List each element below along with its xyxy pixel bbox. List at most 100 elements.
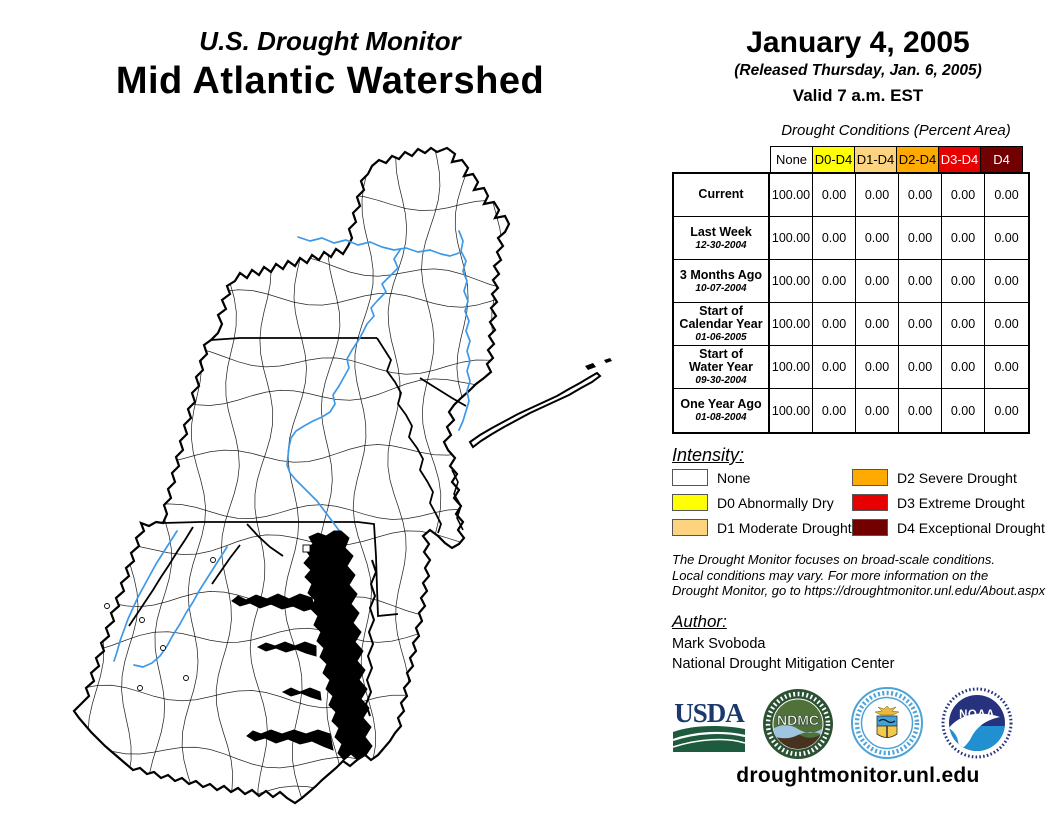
table-cell: 0.00 [942,346,985,389]
table-cell: 0.00 [813,174,856,217]
none-swatch [672,469,708,486]
chesapeake-bay [231,469,464,761]
ndmc-wordmark: NDMC [777,712,819,728]
table-cell: 100.00 [770,346,813,389]
legend-item-none: None [672,469,852,486]
rappahannock-estuary [256,641,317,657]
legend-item-d3: D3 Extreme Drought [852,494,1045,511]
table-cell: 100.00 [770,217,813,260]
released-date: (Released Thursday, Jan. 6, 2005) [734,62,982,79]
website-url: droughtmonitor.unl.edu [736,764,980,787]
author-organization: National Drought Mitigation Center [672,656,895,672]
table-cell: 0.00 [856,260,899,303]
table-cell: 0.00 [813,389,856,432]
col-header-d3d4: D3-D4 [938,146,981,173]
disclaimer-text: The Drought Monitor focuses on broad-sca… [672,552,1046,598]
table-cell: 0.00 [899,260,942,303]
table-cell: 0.00 [813,346,856,389]
d4-swatch [852,519,888,536]
d3-swatch [852,494,888,511]
valid-time: Valid 7 a.m. EST [792,86,924,105]
usda-logo: USDA [672,698,746,752]
table-cell: 0.00 [899,346,942,389]
table-caption: Drought Conditions (Percent Area) [781,122,1011,139]
noaa-gull [949,713,1000,750]
author-heading: Author: [672,612,727,631]
long-island [468,358,612,449]
d0-swatch [672,494,708,511]
table-cell: 0.00 [899,389,942,432]
table-cell: 0.00 [899,303,942,346]
table-cell: 100.00 [770,303,813,346]
james-estuary [246,729,334,751]
table-cell: 0.00 [985,303,1028,346]
shenandoah-river-south [133,546,228,668]
d2-swatch [852,469,888,486]
york-estuary [281,687,322,701]
d1-swatch [672,519,708,536]
table-cell: 0.00 [856,303,899,346]
susquehanna-river [286,249,401,534]
row-label: Current [674,174,770,217]
table-cell: 0.00 [985,174,1028,217]
rivers [113,230,471,668]
doc-eagle [874,705,900,716]
ndmc-logo: NDMC [763,689,833,759]
table-cell: 0.00 [813,260,856,303]
table-cell: 0.00 [942,217,985,260]
table-cell: 0.00 [942,260,985,303]
row-label: One Year Ago 01-08-2004 [674,389,770,432]
intensity-heading: Intensity: [672,445,745,465]
author-name: Mark Svoboda [672,636,766,652]
table-cell: 0.00 [942,174,985,217]
legend-item-d2: D2 Severe Drought [852,469,1045,486]
dept-of-commerce-seal [851,687,923,759]
hudson-river [458,230,471,431]
table-cell: 100.00 [770,389,813,432]
table-cell: 0.00 [942,389,985,432]
potomac-estuary [231,593,315,612]
row-label: Start of Water Year 09-30-2004 [674,346,770,389]
table-cell: 0.00 [856,389,899,432]
table-cell: 0.00 [899,217,942,260]
table-cell: 0.00 [856,217,899,260]
table-cell: 100.00 [770,260,813,303]
col-header-none: None [770,146,813,173]
noaa-wordmark: NOAA [959,709,995,721]
row-label: Last Week 12-30-2004 [674,217,770,260]
table-cell: 0.00 [985,217,1028,260]
table-cell: 0.00 [813,303,856,346]
col-header-d4: D4 [980,146,1023,173]
table-cell: 0.00 [994,403,1019,418]
noaa-logo: NOAA [941,687,1013,759]
conditions-table: Current 100.00 0.00 0.00 0.00 0.00 0.00 … [672,172,1030,434]
shenandoah-river-north [113,530,178,662]
page-title: Mid Atlantic Watershed [115,60,545,102]
col-header-d0d4: D0-D4 [812,146,855,173]
usda-wordmark: USDA [674,698,745,728]
table-cell: 0.00 [985,346,1028,389]
row-label: Start of Calendar Year 01-06-2005 [674,303,770,346]
legend-item-d4: D4 Exceptional Drought [852,519,1045,536]
map-supertitle: U.S. Drought Monitor [199,26,461,56]
col-header-d1d4: D1-D4 [854,146,897,173]
mohawk-river [297,236,460,257]
table-cell: 0.00 [856,346,899,389]
table-cell: 0.00 [856,174,899,217]
legend-item-d1: D1 Moderate Drought [672,519,852,536]
table-cell: 0.00 [899,174,942,217]
col-header-d2d4: D2-D4 [896,146,939,173]
table-cell: 100.00 [770,174,813,217]
table-cell: 0.00 [942,303,985,346]
legend-column-left: None D0 Abnormally Dry D1 Moderate Droug… [672,469,852,544]
table-header-row: None D0-D4 D1-D4 D2-D4 D3-D4 D4 [770,146,1023,173]
legend-item-d0: D0 Abnormally Dry [672,494,852,511]
map-symbols [104,544,311,691]
table-cell: 0.00 [813,217,856,260]
map-date: January 4, 2005 [746,26,970,59]
table-cell: 0.00 [985,260,1028,303]
legend-column-right: D2 Severe Drought D3 Extreme Drought D4 … [852,469,1045,544]
row-label: 3 Months Ago 10-07-2004 [674,260,770,303]
